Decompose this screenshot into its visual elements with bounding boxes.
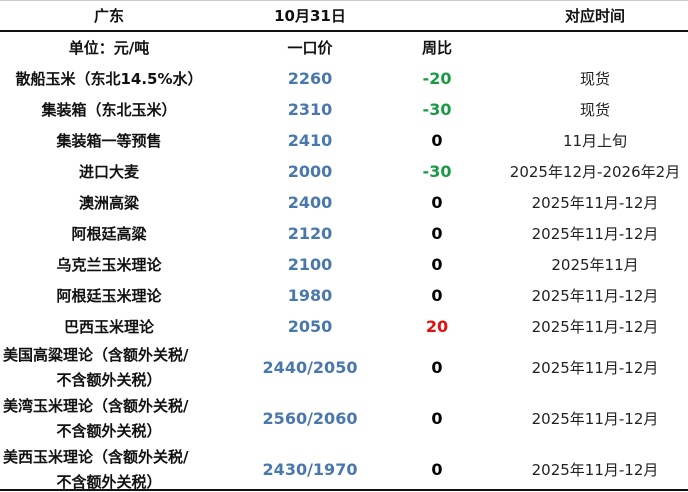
table-row: 阿根廷高粱 2120 0 2025年11月-12月	[0, 218, 688, 249]
price-value: 2000	[287, 162, 333, 181]
period-value: 2025年11月-12月	[531, 318, 659, 336]
product-name: 散船玉米（东北14.5%水）	[15, 70, 203, 88]
price-value: 2120	[287, 224, 333, 243]
unit-label: 单位：元/吨	[68, 39, 150, 57]
weekly-change: 0	[431, 460, 443, 479]
bottom-border	[0, 489, 688, 491]
period-value: 2025年12月-2026年2月	[509, 163, 681, 181]
product-name: 阿根廷玉米理论	[56, 287, 162, 305]
table-row: 乌克兰玉米理论 2100 0 2025年11月	[0, 249, 688, 280]
product-name: 集装箱一等预售	[56, 132, 162, 150]
product-name: 进口大麦	[78, 163, 139, 181]
weekly-change: -30	[422, 162, 452, 181]
table-row: 集装箱一等预售 2410 0 11月上旬	[0, 125, 688, 156]
date-header: 10月31日	[274, 7, 346, 25]
product-name: 集装箱（东北玉米）	[41, 101, 177, 119]
subheader-row: 单位：元/吨 一口价 周比	[0, 32, 688, 63]
period-value: 现货	[579, 70, 610, 88]
weekly-header: 周比	[421, 39, 452, 57]
price-value: 2430/1970	[262, 460, 358, 479]
region-header: 广东	[93, 7, 124, 25]
weekly-change: 0	[431, 358, 443, 377]
period-value: 11月上旬	[562, 132, 628, 150]
weekly-change: 0	[431, 224, 443, 243]
product-name: 美湾玉米理论（含额外关税/不含额外关税）	[0, 394, 218, 444]
price-value: 2440/2050	[262, 358, 358, 377]
weekly-change: -20	[422, 69, 452, 88]
price-value: 1980	[287, 286, 333, 305]
period-value: 2025年11月-12月	[531, 194, 659, 212]
product-name-line2: 不含额外关税）	[56, 472, 162, 491]
period-value: 2025年11月	[551, 256, 639, 274]
table-row: 阿根廷玉米理论 1980 0 2025年11月-12月	[0, 280, 688, 311]
product-name: 乌克兰玉米理论	[56, 256, 162, 274]
product-name: 美西玉米理论（含额外关税/不含额外关税）	[0, 445, 218, 492]
weekly-change: 0	[431, 255, 443, 274]
price-value: 2400	[287, 193, 333, 212]
product-name: 阿根廷高粱	[71, 225, 147, 243]
price-value: 2410	[287, 131, 333, 150]
weekly-change: 20	[425, 317, 449, 336]
price-value: 2310	[287, 100, 333, 119]
price-value: 2560/2060	[262, 409, 358, 428]
table-row: 美湾玉米理论（含额外关税/不含额外关税） 2560/2060 0 2025年11…	[0, 393, 688, 444]
period-value: 2025年11月-12月	[531, 359, 659, 377]
price-value: 2050	[287, 317, 333, 336]
period-header: 对应时间	[564, 7, 625, 25]
product-name: 巴西玉米理论	[63, 318, 154, 336]
weekly-change: 0	[431, 131, 443, 150]
period-value: 2025年11月-12月	[531, 287, 659, 305]
product-name-line1: 美湾玉米理论（含额外关税/	[3, 396, 189, 415]
price-value: 2260	[287, 69, 333, 88]
header-row: 广东 10月31日 对应时间	[0, 1, 688, 32]
period-value: 2025年11月-12月	[531, 410, 659, 428]
table-row: 巴西玉米理论 2050 20 2025年11月-12月	[0, 311, 688, 342]
table-row: 美西玉米理论（含额外关税/不含额外关税） 2430/1970 0 2025年11…	[0, 444, 688, 492]
period-value: 2025年11月-12月	[531, 461, 659, 479]
product-name: 美国高粱理论（含额外关税/不含额外关税）	[0, 343, 218, 393]
weekly-change: 0	[431, 286, 443, 305]
table-row: 集装箱（东北玉米） 2310 -30 现货	[0, 94, 688, 125]
weekly-change: 0	[431, 409, 443, 428]
product-name-line2: 不含额外关税）	[56, 421, 162, 440]
weekly-change: 0	[431, 193, 443, 212]
price-header: 一口价	[287, 39, 333, 57]
product-name: 澳洲高粱	[78, 194, 139, 212]
period-value: 现货	[579, 101, 610, 119]
product-name-line1: 美国高粱理论（含额外关税/	[3, 345, 189, 364]
product-name-line1: 美西玉米理论（含额外关税/	[3, 447, 189, 466]
table-row: 进口大麦 2000 -30 2025年12月-2026年2月	[0, 156, 688, 187]
weekly-change: -30	[422, 100, 452, 119]
table-row: 散船玉米（东北14.5%水） 2260 -20 现货	[0, 63, 688, 94]
table-row: 美国高粱理论（含额外关税/不含额外关税） 2440/2050 0 2025年11…	[0, 342, 688, 393]
price-value: 2100	[287, 255, 333, 274]
table-row: 澳洲高粱 2400 0 2025年11月-12月	[0, 187, 688, 218]
period-value: 2025年11月-12月	[531, 225, 659, 243]
product-name-line2: 不含额外关税）	[56, 370, 162, 389]
